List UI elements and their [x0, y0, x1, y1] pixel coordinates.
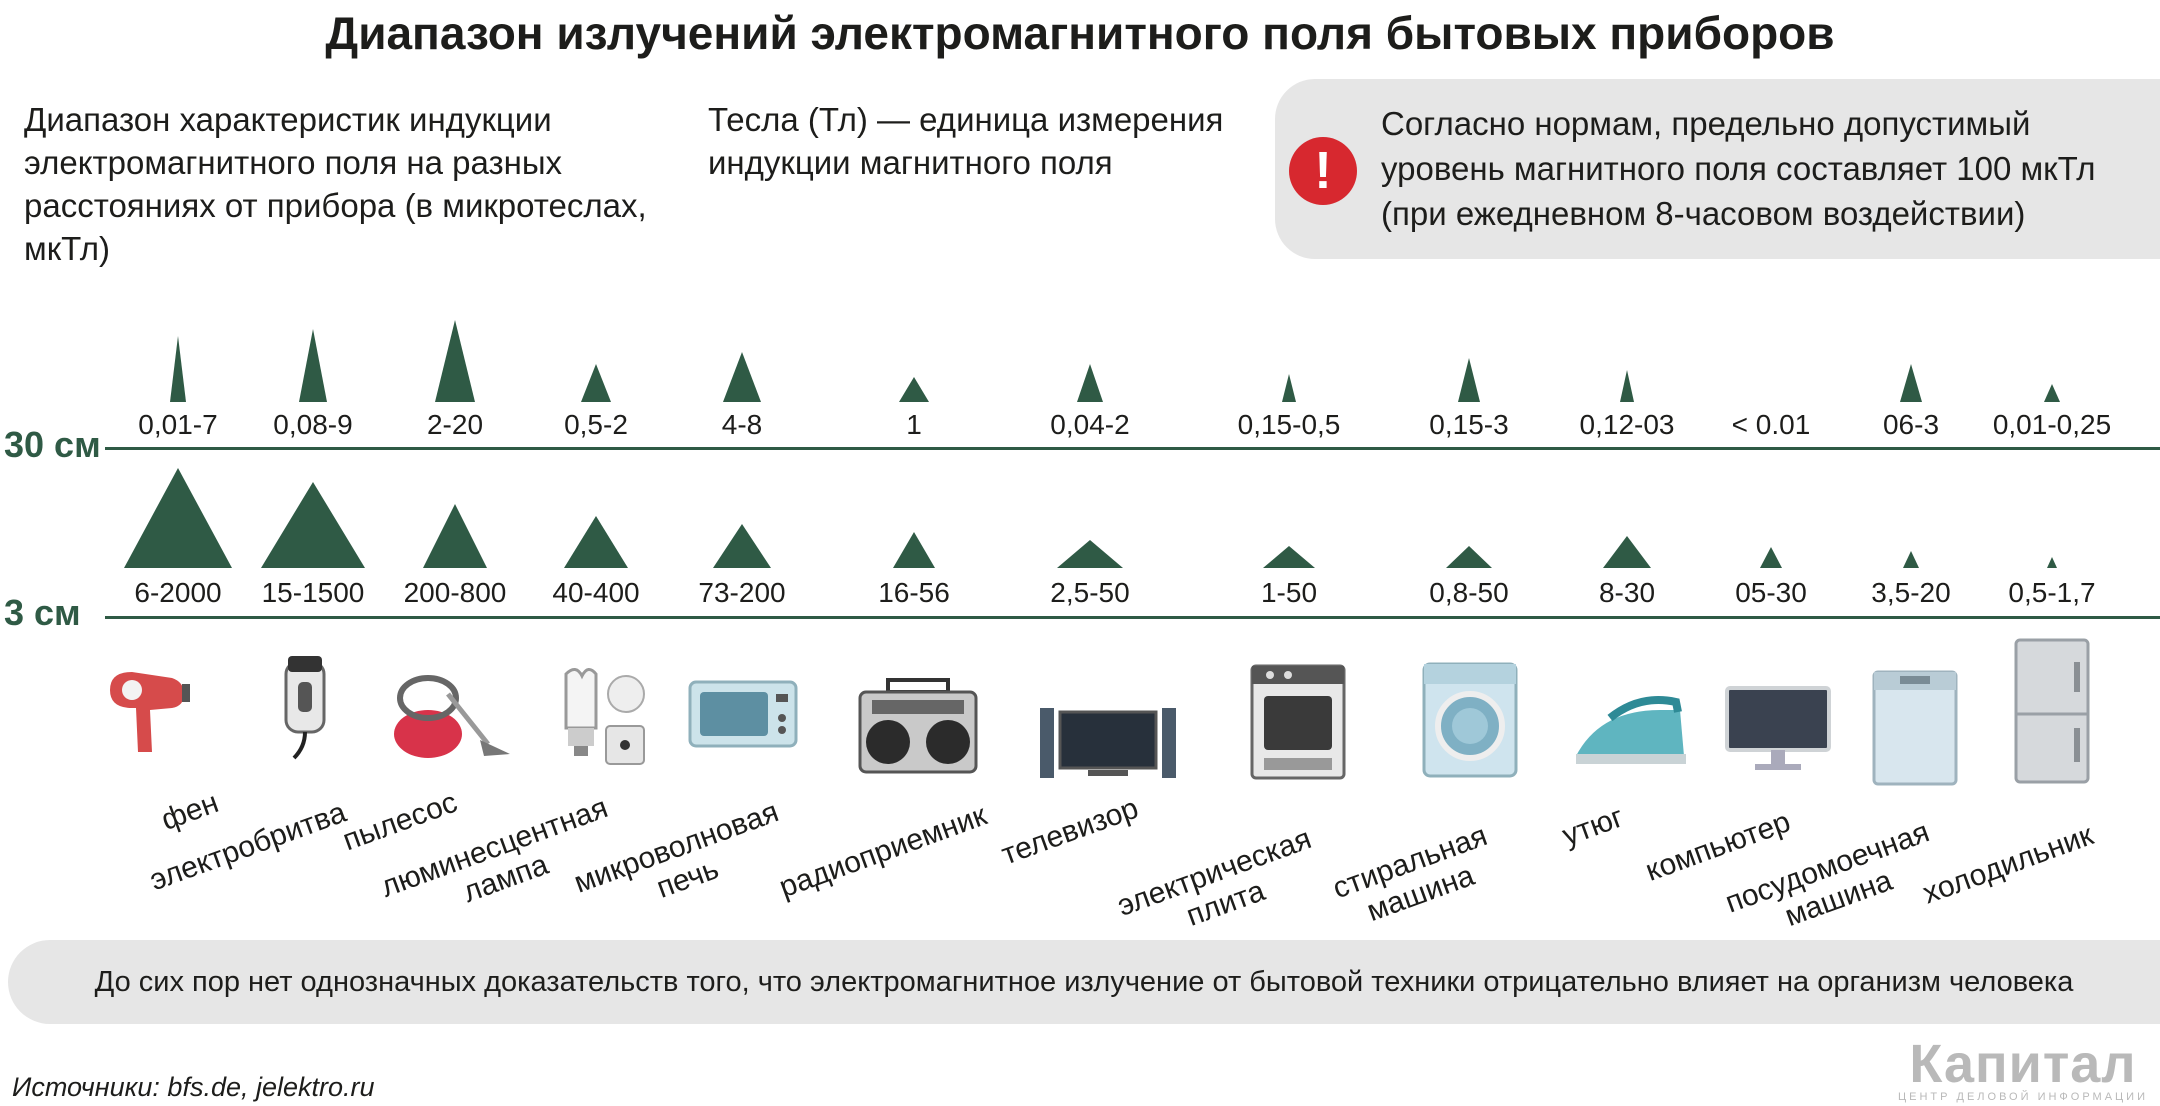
magnitude-triangle [1903, 551, 1919, 568]
baseline-30cm [105, 447, 2160, 450]
value-label: 4-8 [722, 409, 762, 440]
magnitude-triangle [1263, 546, 1315, 568]
emf-chart: 0,01-7 0,08-9 2-20 0,5-2 4-8 1 0,04-2 0,15-0,5 0… [124, 320, 2111, 608]
warning-text: Согласно нормам, предельно допустимый ур… [1381, 105, 2096, 232]
value-label: 1-50 [1261, 577, 1317, 608]
value-label: 15-1500 [262, 577, 365, 608]
iron-icon [1570, 690, 1690, 775]
value-label: 40-400 [552, 577, 639, 608]
magnitude-triangle [299, 329, 327, 402]
magnitude-triangle [435, 320, 475, 402]
value-label: 0,04-2 [1050, 409, 1129, 440]
appliance-name: телевизор [997, 791, 1143, 872]
page-title: Диапазон излучений электромагнитного пол… [325, 7, 1835, 59]
magnitude-triangle [124, 468, 232, 568]
magnitude-triangle [1446, 546, 1492, 568]
electric-shaver-icon [272, 652, 342, 767]
computer-icon [1723, 684, 1833, 779]
value-label: 0,8-50 [1429, 577, 1508, 608]
value-label: 2,5-50 [1050, 577, 1129, 608]
appliance-name: стиральная машина [1328, 819, 1492, 929]
magnitude-triangle [170, 336, 186, 402]
value-label: < 0.01 [1732, 409, 1811, 440]
row-label-3cm: 3 см [4, 592, 81, 633]
value-label: 3,5-20 [1871, 577, 1950, 608]
magnitude-triangle [713, 524, 771, 568]
value-label: 8-30 [1599, 577, 1655, 608]
magnitude-triangle [899, 377, 929, 402]
fridge-icon [2012, 636, 2092, 791]
publisher-logo: Капитал ЦЕНТР ДЕЛОВОЙ ИНФОРМАЦИИ [1897, 1034, 2148, 1104]
magnitude-triangle [1620, 370, 1634, 402]
value-label: 1 [906, 409, 922, 440]
value-label: 0,15-3 [1429, 409, 1508, 440]
value-label: 200-800 [404, 577, 507, 608]
hair-dryer-icon [102, 660, 192, 765]
magnitude-triangle [1458, 358, 1480, 402]
magnitude-triangle [1282, 374, 1296, 402]
value-label: 16-56 [878, 577, 950, 608]
radio-icon [858, 676, 978, 781]
washing-machine-icon [1420, 660, 1520, 785]
intro-description: Диапазон характеристик индукции электром… [24, 101, 647, 267]
magnitude-triangle [1057, 540, 1123, 568]
value-label: 6-2000 [134, 577, 221, 608]
logo-tagline: ЦЕНТР ДЕЛОВОЙ ИНФОРМАЦИИ [1897, 1091, 2148, 1103]
value-label: 0,01-0,25 [1993, 409, 2111, 440]
magnitude-triangle [2044, 384, 2060, 402]
value-label: 0,5-2 [564, 409, 628, 440]
appliance-name: утюг [1558, 800, 1628, 853]
value-label: 2-20 [427, 409, 483, 440]
magnitude-triangle [564, 516, 628, 568]
magnitude-triangle [893, 532, 935, 568]
value-label: 06-3 [1883, 409, 1939, 440]
value-label: 05-30 [1735, 577, 1807, 608]
tv-icon [1038, 698, 1178, 793]
vacuum-cleaner-icon [388, 654, 518, 769]
magnitude-triangle [261, 482, 365, 568]
magnitude-triangle [723, 352, 761, 402]
value-label: 0,12-03 [1580, 409, 1675, 440]
magnitude-triangle [1760, 547, 1782, 568]
exclamation-icon: ! [1289, 137, 1357, 205]
magnitude-triangle [2047, 557, 2057, 568]
baseline-3cm [105, 616, 2160, 619]
row-label-30cm: 30 см [4, 424, 101, 465]
magnitude-triangle [1077, 364, 1103, 402]
sources: Источники: bfs.de, jelektro.ru [12, 1072, 375, 1102]
magnitude-triangle [1603, 536, 1651, 568]
electric-stove-icon [1248, 662, 1348, 787]
fluorescent-lamp-icon [552, 664, 652, 779]
magnitude-triangle [423, 504, 487, 568]
microwave-icon [688, 680, 798, 755]
magnitude-triangle [1900, 364, 1922, 402]
disclaimer-note: До сих пор нет однозначных доказательств… [8, 940, 2160, 1024]
appliance-name: электрическая плита [1113, 822, 1316, 933]
value-label: 0,08-9 [273, 409, 352, 440]
magnitude-triangle [581, 364, 611, 402]
logo-word: Капитал [1909, 1034, 2137, 1094]
warning-box: ! Согласно нормам, предельно допустимый … [1275, 79, 2160, 259]
value-label: 0,01-7 [138, 409, 217, 440]
value-label: 0,15-0,5 [1238, 409, 1341, 440]
dishwasher-icon [1870, 668, 1960, 793]
value-label: 73-200 [698, 577, 785, 608]
value-label: 0,5-1,7 [2008, 577, 2095, 608]
tesla-definition: Тесла (Тл) — единица измерения индукции … [708, 101, 1224, 181]
